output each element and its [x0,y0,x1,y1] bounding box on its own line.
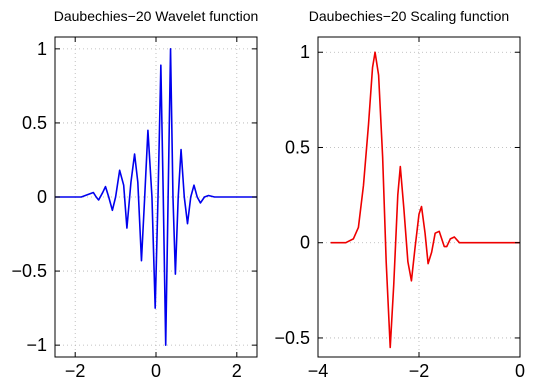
y-tick-label: −0.5 [11,261,47,281]
y-tick-label: −0.5 [274,328,310,348]
y-tick-label: 0.5 [22,113,47,133]
y-tick-label: 0.5 [285,137,310,157]
y-tick-label: −1 [26,335,47,355]
chart-panel-2: −4 −2 0 −0.5 0 0.5 1 Daubechies−20 Scaling func… [274,8,525,379]
chart-title: Daubechies−20 Scaling function [309,8,509,24]
y-tick-label: 1 [37,39,47,59]
chart-panel-1: −2 0 2 −1 −0.5 0 0.5 1 Daubechies−20 Wavelet fun… [11,8,258,379]
x-tick-label: 2 [232,361,242,379]
chart-title: Daubechies−20 Wavelet function [54,8,259,24]
x-tick-label: 0 [515,361,525,379]
x-tick-label: −2 [409,361,430,379]
y-tick-label: 0 [300,233,310,253]
y-tick-label: 0 [37,187,47,207]
x-tick-label: −4 [308,361,329,379]
x-tick-label: 0 [151,361,161,379]
x-tick-label: −2 [65,361,86,379]
series-line-1 [330,51,520,349]
y-tick-label: 1 [300,42,310,62]
series-line-1 [55,48,257,346]
